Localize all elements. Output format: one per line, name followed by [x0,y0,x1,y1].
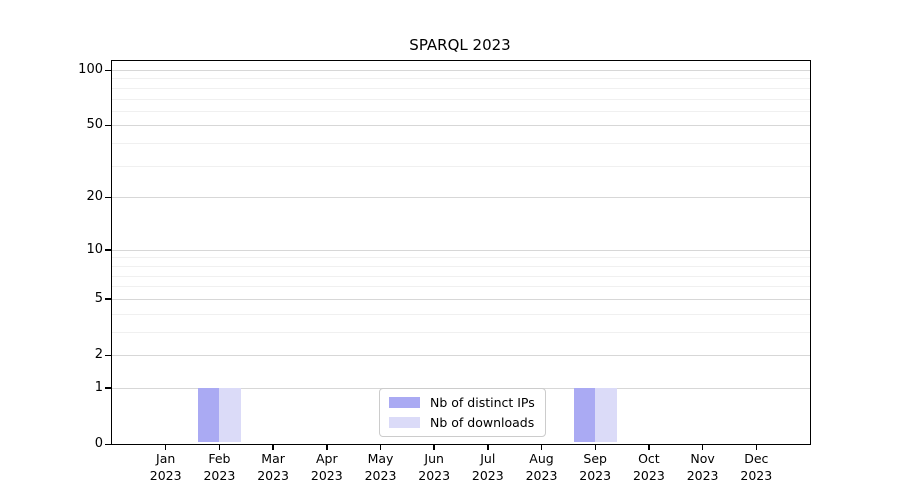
x-tick-year: 2023 [364,467,397,483]
x-tick-year: 2023 [525,467,558,483]
minor-gridline [112,165,810,167]
legend-row: Nb of distinct IPs [389,395,535,410]
x-tick-mark [433,445,435,450]
major-gridline [112,70,810,71]
x-tick-mark [272,445,274,450]
y-tick-mark [105,69,111,71]
minor-gridline [112,143,810,145]
legend: Nb of distinct IPs Nb of downloads [379,388,546,437]
bar-distinct-ips [197,387,220,443]
minor-gridline [112,286,810,288]
major-gridline [112,249,810,251]
x-tick-label: Jul 2023 [458,451,518,484]
x-tick-label: Feb 2023 [189,451,249,484]
major-gridline [112,298,810,300]
minor-gridline [112,265,810,267]
x-tick-year: 2023 [740,467,773,483]
y-tick-label: 10 [86,241,103,257]
y-tick-label: 0 [94,436,103,451]
x-tick-year: 2023 [203,467,236,483]
minor-gridline [112,275,810,277]
x-tick-mark [379,445,382,450]
y-tick-label: 2 [94,347,103,362]
bar-downloads [219,387,241,443]
bar-downloads [595,387,617,443]
x-tick-year: 2023 [579,467,612,483]
y-tick-mark [105,354,111,356]
minor-gridline [112,87,810,89]
x-tick-year: 2023 [686,467,719,483]
x-tick-label: Dec 2023 [726,451,786,484]
x-tick-label: Jan 2023 [136,451,196,484]
legend-swatch [389,417,420,428]
legend-swatch [389,397,420,408]
minor-gridline [112,110,810,112]
x-tick-mark [326,445,328,450]
y-tick-mark [105,443,111,445]
x-tick-label: Sep 2023 [565,451,625,484]
major-gridline [112,125,810,127]
x-tick-label: Mar 2023 [243,451,303,484]
minor-gridline [112,331,810,333]
y-tick-label: 50 [86,117,103,133]
x-tick-year: 2023 [471,467,504,483]
x-tick-label: Nov 2023 [673,451,733,484]
x-tick-label: May 2023 [351,451,411,484]
x-tick-mark [701,445,704,450]
x-tick-mark [218,445,221,450]
y-tick-label: 100 [78,62,103,77]
y-tick-mark [105,249,111,251]
chart-title: SPARQL 2023 [409,36,511,54]
legend-row: Nb of downloads [389,415,535,430]
x-tick-mark [164,445,167,450]
y-tick-mark [105,387,111,389]
x-tick-mark [594,445,596,450]
x-tick-year: 2023 [257,467,289,483]
major-gridline [112,355,810,356]
y-tick-label: 1 [94,379,103,395]
minor-gridline [112,313,810,315]
plot-area: Nb of distinct IPs Nb of downloads [111,60,811,445]
y-tick-label: 20 [86,189,103,205]
minor-gridline [112,78,810,80]
x-tick-label: Apr 2023 [297,451,357,484]
x-tick-year: 2023 [632,467,665,483]
legend-label: Nb of distinct IPs [430,395,535,410]
legend-label: Nb of downloads [430,415,535,430]
x-tick-label: Aug 2023 [512,451,572,484]
x-tick-year: 2023 [149,467,182,483]
major-gridline [112,197,810,199]
x-tick-mark [540,445,543,450]
y-tick-mark [105,196,111,199]
x-tick-year: 2023 [418,467,451,483]
x-tick-label: Jun 2023 [404,451,464,484]
y-tick-label: 5 [94,290,103,306]
x-tick-mark [755,445,758,450]
x-tick-year: 2023 [310,467,343,483]
minor-gridline [112,257,810,259]
minor-gridline [112,98,810,100]
x-tick-mark [648,445,650,450]
bar-distinct-ips [573,387,596,443]
x-tick-label: Oct 2023 [619,451,679,484]
y-tick-mark [105,124,111,127]
y-tick-mark [105,298,111,300]
x-tick-mark [487,445,489,450]
